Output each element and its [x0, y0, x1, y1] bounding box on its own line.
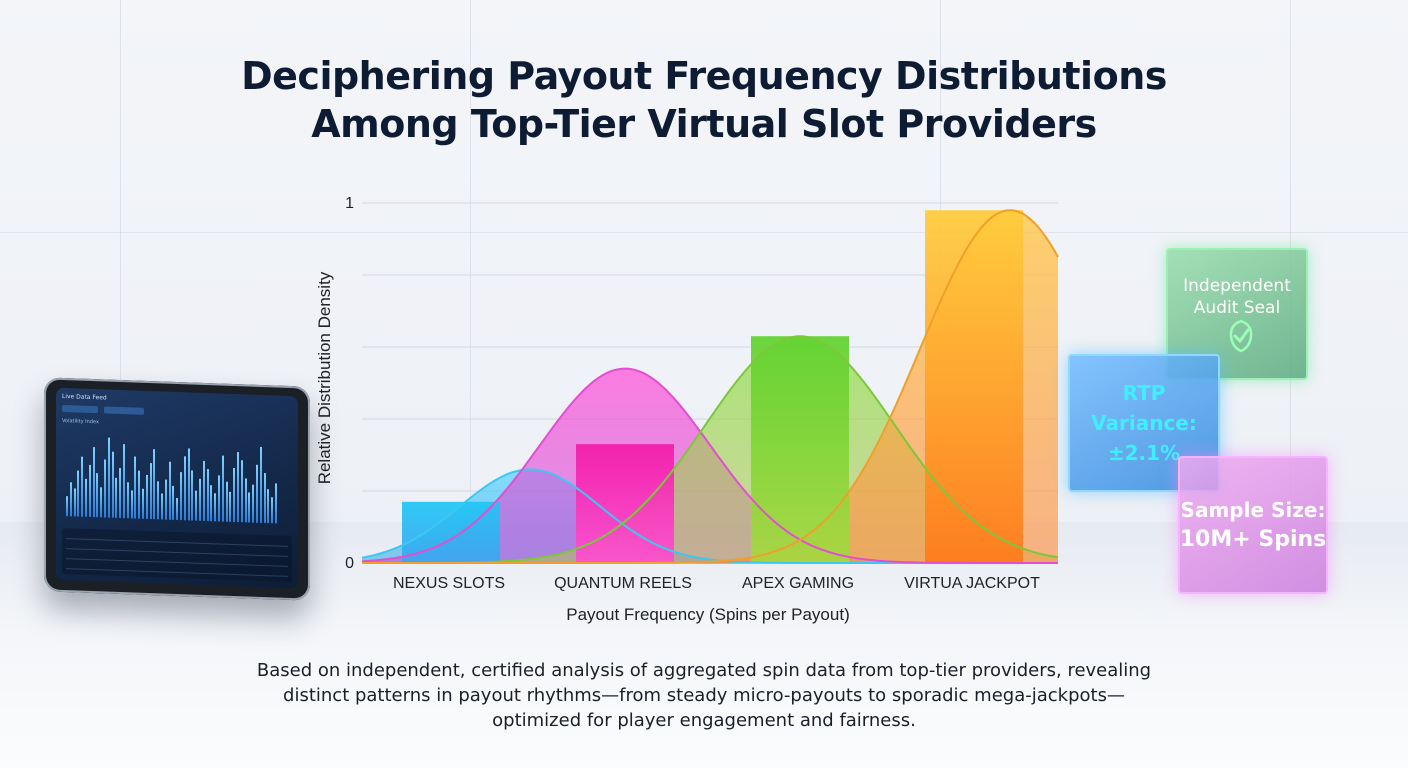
bar-virtua-jackpot	[925, 210, 1023, 563]
sample-size-label: Sample Size: 10M+ Spins	[1180, 495, 1327, 555]
audit-seal-line-2: Audit Seal	[1193, 298, 1281, 318]
virtua-jackpot-curve-outline	[362, 209, 1059, 564]
y-axis-label: Relative Distribution Density	[315, 271, 334, 484]
rtp-variance-label: RTP Variance: ±2.1%	[1068, 378, 1220, 468]
y-tick-label-bottom: 0	[345, 555, 354, 572]
quantum-reels-curve-outline	[361, 367, 1058, 564]
sample-size-cube: Sample Size: 10M+ Spins	[1178, 456, 1328, 594]
sample-size-line-1: Sample Size:	[1180, 498, 1326, 522]
x-tick-label: VIRTUA JACKPOT	[904, 575, 1040, 592]
backdrop-grid-line	[0, 232, 1408, 233]
audit-seal-line-1: Independent	[1183, 276, 1291, 296]
chart-title-line-2: Among Top-Tier Virtual Slot Providers	[311, 102, 1097, 146]
backdrop-grid-line	[120, 0, 121, 522]
caption-line-2: distinct patterns in payout rhythms—from…	[283, 685, 1125, 706]
chart-caption: Based on independent, certified analysis…	[200, 658, 1208, 733]
sample-size-value: 10M+ Spins	[1179, 527, 1327, 552]
x-tick-label: APEX GAMING	[742, 575, 854, 592]
audit-seal-label: Independent Audit Seal	[1166, 275, 1308, 353]
x-tick-label: QUANTUM REELS	[554, 575, 692, 592]
caption-line-3: optimized for player engagement and fair…	[492, 710, 916, 731]
y-tick-label-top: 1	[345, 195, 354, 212]
check-icon	[1229, 319, 1253, 353]
sample-size-face	[1178, 456, 1328, 594]
rtp-variance-value: ±2.1%	[1107, 441, 1181, 465]
rtp-variance-line-1: RTP Variance:	[1091, 381, 1197, 435]
chart-title-line-1: Deciphering Payout Frequency Distributio…	[241, 54, 1167, 98]
chart-title: Deciphering Payout Frequency Distributio…	[0, 52, 1408, 148]
virtua-jackpot-curve	[362, 210, 1058, 563]
x-axis-label: Payout Frequency (Spins per Payout)	[566, 605, 849, 624]
backdrop-grid-line	[470, 0, 471, 522]
caption-line-1: Based on independent, certified analysis…	[256, 660, 1152, 681]
x-tick-label: NEXUS SLOTS	[393, 575, 505, 592]
bar-apex-gaming	[751, 336, 849, 563]
